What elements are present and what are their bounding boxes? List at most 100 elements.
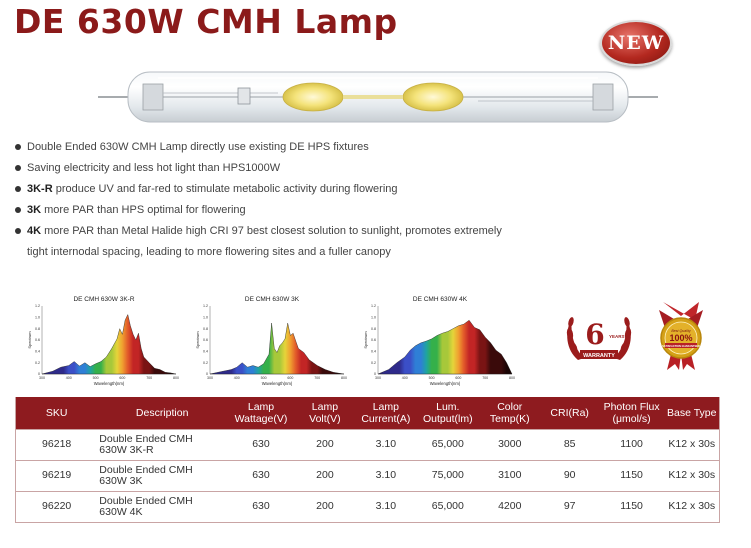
- feature-list: Double Ended 630W CMH Lamp directly use …: [14, 138, 554, 264]
- x-tick-label: 500: [429, 376, 435, 380]
- spectrum-chart-3k-r: 300 400 500 600 700 800 0 0.2 0.4 0.6 0.8 1.0 1.2 Wav…: [28, 296, 180, 388]
- table-cell: 96218: [15, 428, 98, 460]
- seal-percent: 100%: [669, 333, 692, 343]
- column-header: CRI(Ra): [540, 397, 599, 429]
- table-cell: K12 x 30s: [664, 428, 720, 460]
- warranty-number: 6: [585, 318, 604, 351]
- x-axis-label: Wavelength(nm): [262, 381, 293, 386]
- y-tick-label: 0.4: [203, 350, 208, 354]
- warranty-text: WARRANTY: [583, 353, 615, 359]
- y-axis-label: Spectrum: [196, 331, 200, 349]
- y-tick-label: 0.6: [35, 338, 40, 342]
- table-cell: 3100: [478, 459, 541, 491]
- table-cell: 96219: [15, 459, 98, 491]
- bullet-icon: [15, 144, 21, 150]
- y-axis-label: Spectrum: [364, 331, 368, 349]
- spectrum-area: [209, 322, 345, 375]
- y-tick-label: 0.6: [203, 338, 208, 342]
- x-tick-label: 300: [207, 376, 213, 380]
- column-header: Description: [97, 397, 228, 429]
- feature-item: Saving electricity and less hot light th…: [14, 159, 554, 180]
- y-tick-label: 1.0: [203, 316, 208, 320]
- table-cell: 630: [227, 428, 295, 460]
- table-cell: 4200: [478, 490, 541, 523]
- feature-item: 3K more PAR than HPS optimal for floweri…: [14, 201, 554, 222]
- x-axis-label: Wavelength(nm): [94, 381, 125, 386]
- x-tick-label: 500: [93, 376, 99, 380]
- feature-item: 4K more PAR than Metal Halide high CRI 9…: [14, 222, 554, 243]
- x-tick-label: 600: [287, 376, 293, 380]
- column-header: Color Temp(K): [478, 397, 541, 429]
- spectrum-area: [377, 319, 513, 375]
- table-cell: 200: [294, 490, 355, 523]
- column-header: Lamp Current(A): [354, 397, 417, 429]
- feature-item: Double Ended 630W CMH Lamp directly use …: [14, 138, 554, 159]
- table-cell: 3.10: [354, 459, 417, 491]
- column-header: Lamp Volt(V): [294, 397, 355, 429]
- spectrum-chart-svg: 300 400 500 600 700 800 0 0.2 0.4 0.6 0.8 1.0 1.2 Wav…: [196, 304, 347, 386]
- table-cell: 630: [227, 459, 295, 491]
- x-tick-label: 400: [402, 376, 408, 380]
- new-badge-label: NEW: [607, 32, 665, 54]
- x-axis-label: Wavelength(nm): [430, 381, 461, 386]
- y-tick-label: 0: [38, 372, 40, 376]
- table-cell: K12 x 30s: [664, 490, 720, 523]
- feature-item: 3K-R produce UV and far-red to stimulate…: [14, 180, 554, 201]
- y-tick-label: 0.4: [35, 350, 40, 354]
- y-tick-label: 0.8: [203, 327, 208, 331]
- seal-top-text: Best Quality: [671, 329, 691, 333]
- y-tick-label: 0: [374, 372, 376, 376]
- table-cell: 96220: [15, 490, 98, 523]
- spectrum-chart-4k: 300 400 500 600 700 800 0 0.2 0.4 0.6 0.8 1.0 1.2 Wav…: [364, 296, 516, 388]
- table-cell: 200: [294, 459, 355, 491]
- column-header: Lamp Wattage(V): [227, 397, 295, 429]
- warranty-unit: YEARS: [609, 334, 625, 339]
- x-tick-label: 300: [375, 376, 381, 380]
- y-tick-label: 0.2: [203, 361, 208, 365]
- x-tick-label: 700: [482, 376, 488, 380]
- table-cell: 1150: [598, 459, 665, 491]
- y-tick-label: 1.0: [35, 316, 40, 320]
- bullet-icon: [15, 228, 21, 234]
- x-tick-label: 600: [119, 376, 125, 380]
- y-tick-label: 1.2: [35, 304, 40, 308]
- table-cell: 630: [227, 490, 295, 523]
- y-tick-label: 0.2: [371, 361, 376, 365]
- table-cell: Double Ended CMH 630W 4K: [97, 490, 228, 523]
- spectrum-chart-svg: 300 400 500 600 700 800 0 0.2 0.4 0.6 0.8 1.0 1.2 Wav…: [364, 304, 515, 386]
- column-header: Lum. Output(lm): [416, 397, 479, 429]
- x-tick-label: 500: [261, 376, 267, 380]
- bullet-icon: [15, 165, 21, 171]
- chart-title: DE CMH 630W 3K-R: [73, 296, 135, 303]
- table-cell: K12 x 30s: [664, 459, 720, 491]
- table-header-row: SKU Description Lamp Wattage(V) Lamp Volt(V) L…: [15, 397, 720, 429]
- x-tick-label: 800: [173, 376, 179, 380]
- table-cell: 1150: [598, 490, 665, 523]
- x-tick-label: 700: [146, 376, 152, 380]
- x-tick-label: 400: [66, 376, 72, 380]
- x-tick-label: 300: [39, 376, 45, 380]
- table-cell: 3000: [478, 428, 541, 460]
- y-tick-label: 0.8: [35, 327, 40, 331]
- table-cell: 65,000: [416, 428, 479, 460]
- chart-title: DE CMH 630W 4K: [412, 296, 468, 303]
- x-tick-label: 700: [314, 376, 320, 380]
- table-cell: 85: [540, 428, 599, 460]
- new-badge: NEW: [600, 20, 672, 66]
- y-tick-label: 0.4: [371, 350, 376, 354]
- table-cell: 3.10: [354, 490, 417, 523]
- column-header: Base Type: [664, 397, 720, 429]
- y-tick-label: 1.0: [371, 316, 376, 320]
- seal-bottom-text: SATISFACTION GUARANTEED: [662, 344, 700, 348]
- quality-seal: Best Quality 100% SATISFACTION GUARANTEE…: [659, 302, 703, 370]
- y-tick-label: 0.2: [35, 361, 40, 365]
- table-cell: 65,000: [416, 490, 479, 523]
- table-cell: Double Ended CMH 630W 3K: [97, 459, 228, 491]
- table-cell: 3.10: [354, 428, 417, 460]
- table-cell: 97: [540, 490, 599, 523]
- chart-title: DE CMH 630W 3K: [244, 296, 300, 303]
- spec-table: SKU Description Lamp Wattage(V) Lamp Volt(V) L…: [15, 397, 720, 523]
- bullet-icon: [15, 207, 21, 213]
- table-cell: 90: [540, 459, 599, 491]
- y-tick-label: 0.6: [371, 338, 376, 342]
